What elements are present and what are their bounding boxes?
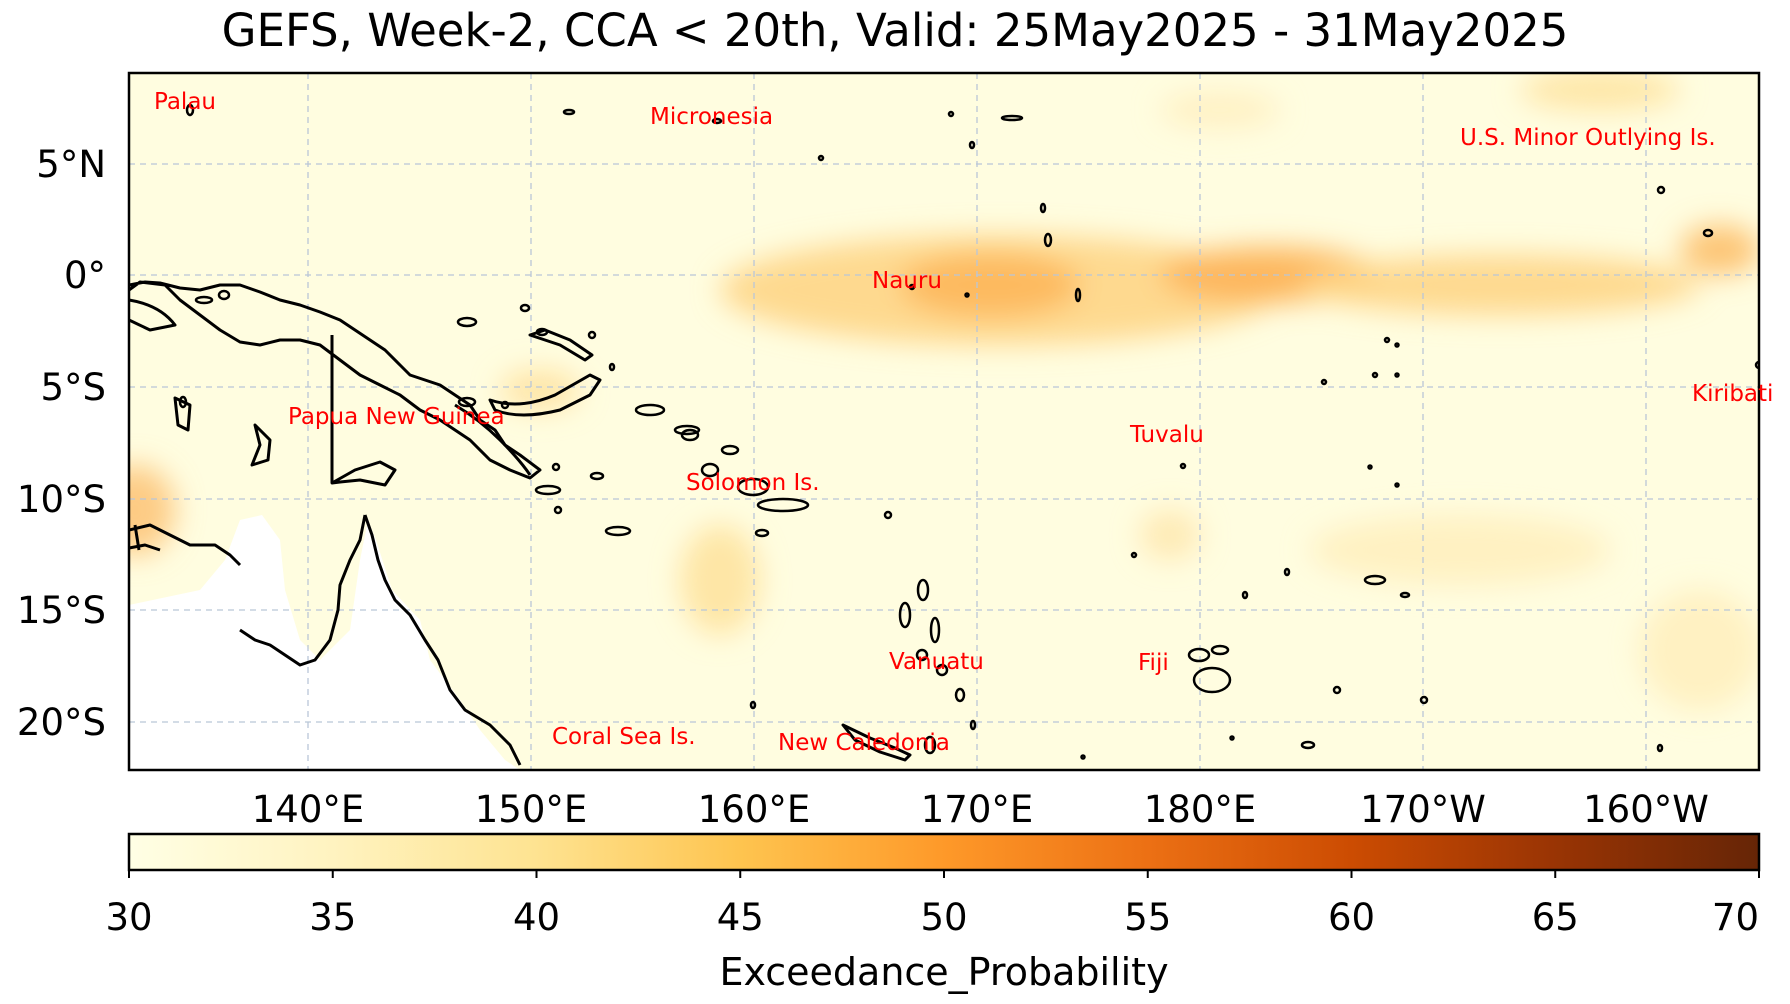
- colorbar-tick-label: 60: [1328, 896, 1375, 939]
- prob-blob-south-solomon: [680, 525, 760, 635]
- place-label-palau: Palau: [154, 89, 216, 115]
- png-southeast: [454, 403, 532, 476]
- map-title: GEFS, Week-2, CCA < 20th, Valid: 25May20…: [221, 4, 1569, 57]
- place-label-coral-sea: Coral Sea Is.: [552, 724, 696, 750]
- colorbar-tick-label: 70: [1712, 896, 1759, 939]
- lat-tick-label: 5°S: [40, 366, 106, 409]
- prob-core-east: [1680, 225, 1759, 275]
- place-label-solomon: Solomon Is.: [686, 470, 820, 496]
- colorbar-tick-label: 35: [309, 896, 356, 939]
- place-label-fiji: Fiji: [1138, 650, 1169, 676]
- australia-land: [129, 515, 520, 770]
- coastlines: [129, 280, 602, 766]
- lon-tick-label: 160°W: [1583, 788, 1709, 831]
- lon-tick-labels: 140°E 150°E 160°E 170°E 180°E 170°W 160°…: [252, 788, 1709, 831]
- place-label-us-minor-outlying: U.S. Minor Outlying Is.: [1460, 125, 1716, 151]
- new-guinea-coast: [129, 280, 542, 480]
- gridlines: [129, 73, 1759, 770]
- place-labels: Palau Micronesia U.S. Minor Outlying Is.…: [154, 89, 1773, 756]
- lat-tick-label: 0°: [64, 254, 106, 297]
- prob-blob-north: [1520, 73, 1680, 110]
- lon-tick-label: 170°E: [921, 788, 1034, 831]
- lat-tick-labels: 5°N 0° 5°S 10°S 15°S 20°S: [17, 143, 106, 744]
- colorbar-tick-label: 40: [513, 896, 560, 939]
- lon-tick-label: 180°E: [1144, 788, 1257, 831]
- place-label-tuvalu: Tuvalu: [1129, 422, 1204, 448]
- map-frame: [127, 71, 1761, 772]
- prob-band-east: [1300, 255, 1700, 315]
- lat-tick-label: 10°S: [17, 478, 106, 521]
- lon-tick-label: 160°E: [698, 788, 811, 831]
- colorbar-bar: [127, 832, 1761, 872]
- place-label-kiribati: Kiribati: [1692, 381, 1773, 407]
- lat-tick-label: 15°S: [17, 589, 106, 632]
- new-britain: [488, 373, 602, 417]
- lon-tick-label: 170°W: [1360, 788, 1486, 831]
- colorbar-ticks: [128, 870, 1760, 878]
- new-caledonia: [841, 723, 912, 762]
- place-label-png: Papua New Guinea: [288, 404, 505, 430]
- prob-blob-west: [129, 465, 175, 555]
- place-label-new-caledonia: New Caledonia: [778, 730, 950, 756]
- colorbar: 30 35 40 45 50 55 60 65 70 Exceedance_Pr…: [105, 832, 1761, 994]
- place-label-nauru: Nauru: [872, 268, 942, 294]
- colorbar-label: Exceedance_Probability: [719, 950, 1168, 994]
- islands: [178, 103, 1759, 762]
- colorbar-tick-label: 50: [920, 896, 967, 939]
- lat-tick-label: 5°N: [36, 143, 106, 186]
- map-area: [129, 73, 1759, 770]
- colorbar-tick-label: 65: [1532, 896, 1579, 939]
- cape-york: [239, 514, 367, 667]
- colorbar-tick-label: 30: [105, 896, 152, 939]
- colorbar-tick-label: 55: [1124, 896, 1171, 939]
- prob-core-nauru: [900, 253, 1080, 317]
- lat-tick-label: 20°S: [17, 701, 106, 744]
- place-label-vanuatu: Vanuatu: [889, 649, 984, 675]
- place-label-micronesia: Micronesia: [650, 104, 773, 130]
- lon-tick-label: 150°E: [475, 788, 588, 831]
- colorbar-tick-label: 45: [717, 896, 764, 939]
- lon-tick-label: 140°E: [252, 788, 365, 831]
- probability-field: [129, 73, 1759, 710]
